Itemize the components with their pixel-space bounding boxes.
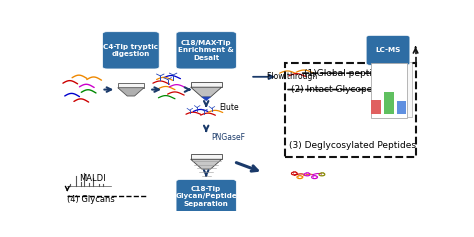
Bar — [397, 101, 406, 114]
Text: D: D — [298, 175, 302, 180]
Text: (3) Deglycosylated Peptides: (3) Deglycosylated Peptides — [289, 141, 416, 150]
Text: (1)Global peptides: (1)Global peptides — [303, 69, 388, 78]
FancyBboxPatch shape — [176, 180, 237, 213]
Text: LC-MS: LC-MS — [375, 47, 401, 53]
Bar — [118, 83, 144, 88]
Text: MALDI: MALDI — [80, 174, 106, 183]
Text: Elute: Elute — [219, 103, 239, 112]
Text: Flow through: Flow through — [267, 72, 317, 81]
Bar — [371, 100, 381, 114]
Text: (4) Glycans: (4) Glycans — [66, 195, 114, 204]
Text: D: D — [313, 175, 317, 180]
Text: D: D — [292, 171, 296, 176]
FancyBboxPatch shape — [366, 35, 410, 65]
Text: D: D — [320, 172, 324, 177]
Polygon shape — [191, 87, 222, 97]
Text: C4-Tip tryptic
digestion: C4-Tip tryptic digestion — [103, 44, 158, 57]
Bar — [371, 63, 407, 118]
Bar — [384, 92, 393, 114]
Text: (2) Intact Glycopeptides: (2) Intact Glycopeptides — [291, 85, 400, 94]
Text: C18-Tip
Glycan/Peptide
Separation: C18-Tip Glycan/Peptide Separation — [175, 186, 237, 207]
Polygon shape — [202, 97, 210, 100]
Text: D: D — [305, 172, 309, 177]
Bar — [285, 63, 416, 157]
Text: PNGaseF: PNGaseF — [212, 132, 246, 141]
Text: C18/MAX-Tip
Enrichment &
Desalt: C18/MAX-Tip Enrichment & Desalt — [178, 40, 234, 61]
Polygon shape — [118, 88, 144, 96]
Bar — [191, 82, 222, 87]
Bar — [373, 62, 412, 117]
Bar — [191, 154, 222, 159]
FancyBboxPatch shape — [176, 32, 237, 69]
FancyBboxPatch shape — [102, 32, 159, 69]
Polygon shape — [191, 159, 222, 169]
